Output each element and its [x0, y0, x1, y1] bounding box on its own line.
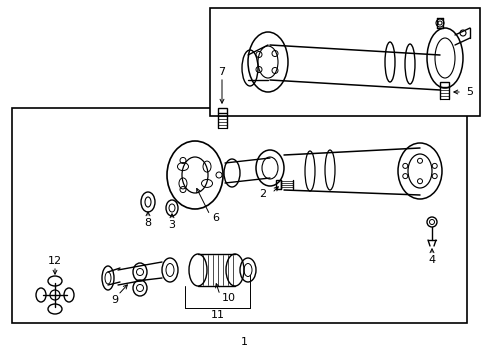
Bar: [218, 108, 226, 113]
Bar: [209, 8, 479, 116]
Text: 3: 3: [168, 220, 175, 230]
Bar: [275, 180, 281, 189]
Text: 6: 6: [212, 213, 219, 223]
Text: 4: 4: [427, 255, 435, 265]
Text: 7: 7: [218, 67, 225, 77]
Bar: [439, 82, 448, 87]
Text: 9: 9: [111, 295, 118, 305]
Text: 10: 10: [222, 293, 236, 303]
Text: 2: 2: [258, 189, 265, 199]
Text: 5: 5: [465, 87, 472, 97]
Bar: [12, 108, 466, 323]
Text: 11: 11: [210, 310, 224, 320]
Text: 1: 1: [240, 337, 247, 347]
Text: 12: 12: [48, 256, 62, 266]
Text: 8: 8: [144, 218, 151, 228]
